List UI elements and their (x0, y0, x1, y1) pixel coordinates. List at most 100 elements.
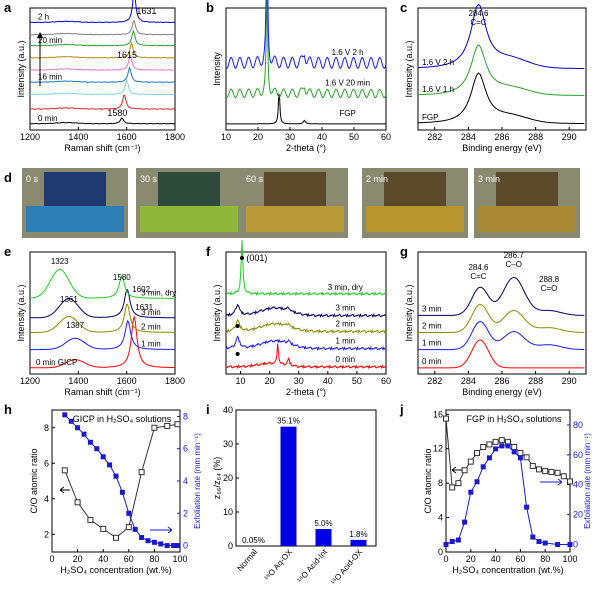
panel-b-series-0 (226, 94, 386, 124)
panel-h-xtick-label: 0 (49, 554, 54, 564)
panel-f-marker (240, 256, 244, 260)
panel-a-peak-label: 1615 (117, 50, 137, 60)
panel-h-point (126, 525, 131, 530)
panel-h-point (175, 422, 180, 427)
6-xtick-label: 284 (461, 376, 476, 386)
panel-f-series-label: 0 min (335, 355, 355, 364)
panel-h-point (82, 432, 87, 437)
panel-f-ylabel: Intensity (a.u.) (212, 284, 222, 341)
2-xtick-label: 290 (562, 132, 577, 142)
panel-d-photo-solution (366, 206, 464, 232)
panel-j-point (555, 470, 560, 475)
panel-j-point (468, 459, 473, 464)
panel-e-series-label: 2 min (141, 323, 161, 332)
5-xtick-label: 40 (323, 376, 333, 386)
panel-label-i: i (206, 402, 210, 417)
panel-g-annotation: 288.8 (539, 275, 560, 284)
panel-i-value-label: 0.05% (242, 536, 265, 545)
panel-h-ytick-label: 8 (44, 423, 49, 433)
panel-label-e: e (4, 244, 11, 259)
panel-d-photo-sample (496, 172, 558, 206)
panel-j-y2tick-label: 60 (573, 450, 583, 460)
panel-label-h: h (4, 402, 12, 417)
panel-b-ylabel: Intensity (212, 52, 222, 86)
panel-j-point (499, 443, 504, 448)
panel-h-point (62, 468, 67, 473)
2-xtick-label: 284 (461, 132, 476, 142)
panel-h-point (126, 511, 131, 516)
panel-d-photo-solution (140, 206, 238, 232)
panel-h-xtick-label: 60 (124, 554, 134, 564)
panel-j-point (475, 451, 480, 456)
panel-label-b: b (206, 0, 214, 15)
panel-j-point (487, 442, 492, 447)
panel-i-value-label: 35.1% (277, 417, 300, 426)
panel-h-point (88, 440, 93, 445)
panel-a-frame (30, 8, 175, 130)
panel-j-xtick-label: 80 (540, 554, 550, 564)
panel-h-xtick-label: 40 (98, 554, 108, 564)
panel-h-point (62, 412, 67, 417)
2-xtick-label: 288 (528, 132, 543, 142)
panel-c-series-0 (418, 73, 584, 123)
panel-i-value-label: 1.8% (349, 530, 367, 539)
panel-e-ylabel: Intensity (a.u.) (16, 284, 26, 341)
panel-f-series-label: 3 min (335, 304, 355, 313)
5-xtick-label: 50 (352, 376, 362, 386)
panel-f-series-2 (226, 320, 386, 333)
panel-j-point (506, 443, 511, 448)
panel-b-series-label: FGP (339, 109, 355, 118)
panel-h-axis-arrow (60, 487, 70, 493)
panel-j-point (530, 463, 535, 468)
panel-i-ytick-label: 0 (228, 541, 233, 551)
panel-d-photo-solution (26, 206, 124, 232)
panel-j-series-0 (446, 419, 570, 488)
panel-g-series-label: 1 min (422, 339, 442, 348)
panel-i-bar (281, 427, 297, 546)
panel-j-point (481, 464, 486, 469)
5-xtick-label: 10 (236, 376, 246, 386)
panel-j-frame (446, 410, 570, 552)
2-xtick-label: 282 (427, 132, 442, 142)
panel-i-ytick-label: 30 (223, 439, 233, 449)
panel-h-point (139, 535, 144, 540)
panel-b-series-label: 1.6 V 2 h (332, 48, 364, 57)
panel-a-series-label: 2 h (38, 13, 49, 22)
panel-f-series-label: 3 min, dry (328, 283, 363, 292)
panel-e-peak-label: 1361 (60, 295, 78, 304)
panel-h-point (75, 500, 80, 505)
panel-f-marker (236, 324, 240, 328)
panel-h-point (152, 540, 157, 545)
0-xtick-label: 1400 (68, 132, 88, 142)
panel-h-xtick-label: 20 (73, 554, 83, 564)
panel-i-category-label: Normal (236, 547, 260, 573)
panel-j-xtick-label: 60 (515, 554, 525, 564)
panel-g-annotation: C=C (470, 272, 486, 281)
panel-h-point (114, 474, 119, 479)
panel-j-point (462, 520, 467, 525)
panel-d-photo: 0 s (22, 168, 128, 238)
panel-h-point (101, 454, 106, 459)
panel-e-peak-label: 1602 (132, 285, 150, 294)
panel-h-point (152, 425, 157, 430)
panel-f-xlabel: 2-theta (°) (286, 387, 326, 397)
panel-j-point (444, 542, 449, 547)
panel-i-ytick-label: 10 (223, 507, 233, 517)
1-xtick-label: 40 (317, 132, 327, 142)
panel-a-peak-label: 1631 (136, 6, 156, 16)
panel-a-series-label: 0 min (38, 114, 58, 123)
panel-a-series-1 (30, 95, 175, 109)
panel-j-point (475, 479, 480, 484)
panel-j-point (444, 416, 449, 421)
panel-h-point (165, 423, 170, 428)
panel-j-point (524, 455, 529, 460)
panel-i-ylabel: z₆₆/z₆₄ (%) (212, 457, 222, 500)
panel-h-point (114, 535, 119, 540)
panel-j-point (487, 455, 492, 460)
panel-g-series-2 (418, 304, 584, 332)
panel-a-peak-label: 1580 (107, 108, 127, 118)
panel-i-frame (236, 410, 376, 546)
panel-h-y2tick-label: 0 (183, 541, 188, 551)
